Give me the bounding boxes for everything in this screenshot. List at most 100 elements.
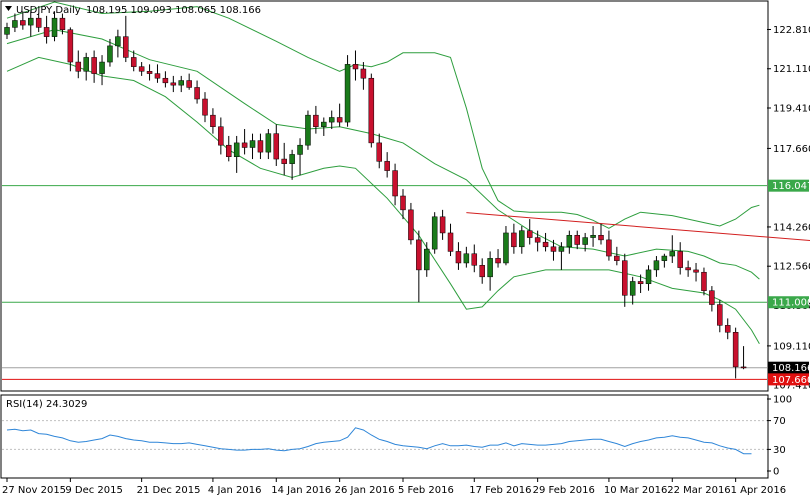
- candle-body: [637, 281, 644, 285]
- candle-body: [123, 36, 129, 58]
- candle: [138, 62, 145, 76]
- level-tag: 116.047: [768, 179, 810, 192]
- candle-body: [154, 73, 161, 79]
- candle-body: [582, 237, 588, 245]
- x-tick-label: 5 Feb 2016: [398, 485, 454, 496]
- candle: [685, 260, 691, 277]
- candle: [313, 105, 319, 134]
- bid-price-tag-text: 107.660: [772, 375, 810, 386]
- candle: [709, 286, 715, 312]
- candle: [352, 50, 359, 81]
- candle: [622, 253, 628, 307]
- candle-body: [67, 29, 74, 63]
- rsi-y-tick-label: 30: [773, 445, 786, 456]
- candle: [170, 75, 177, 93]
- candle: [59, 13, 66, 35]
- candle: [321, 117, 327, 136]
- candle: [479, 258, 485, 284]
- candle-body: [526, 230, 533, 238]
- rsi-panel-frame: [0, 394, 769, 479]
- candle: [289, 149, 295, 180]
- candle-body: [20, 20, 26, 26]
- candle: [740, 346, 747, 370]
- candle: [526, 219, 533, 245]
- candle-body: [487, 258, 493, 278]
- candle: [83, 52, 89, 81]
- candle: [99, 55, 105, 86]
- candle: [582, 232, 588, 252]
- candle: [614, 246, 620, 266]
- ohlc-values: 108.195 109.093 108.065 108.166: [86, 5, 261, 16]
- x-tick-label: 17 Feb 2016: [469, 485, 531, 496]
- candle: [233, 135, 240, 173]
- candle-body: [352, 64, 359, 70]
- candle-body: [463, 253, 470, 264]
- y-tick-label: 117.660: [773, 144, 810, 155]
- rsi-y-tick-label: 70: [773, 416, 786, 427]
- candle-body: [344, 64, 351, 123]
- triangle-down-icon[interactable]: [5, 6, 12, 11]
- candle: [384, 152, 390, 178]
- candle: [35, 13, 42, 33]
- candle-body: [661, 255, 668, 261]
- candle: [487, 251, 493, 291]
- candle: [328, 110, 335, 130]
- candle: [241, 129, 248, 155]
- x-tick-label: 22 Mar 2016: [667, 485, 730, 496]
- current-price-tag: 108.166: [768, 361, 810, 374]
- current-price-tag-text: 108.166: [772, 363, 810, 374]
- level-tag: 111.000: [768, 296, 810, 309]
- x-tick-label: 9 Dec 2015: [65, 485, 123, 496]
- candle: [43, 15, 50, 44]
- candle: [202, 92, 208, 123]
- y-tick-label: 107.410: [773, 381, 810, 392]
- candle: [226, 135, 232, 162]
- candle-body: [138, 66, 145, 72]
- candle-body: [558, 246, 565, 252]
- symbol-label: USDJPY,Daily: [16, 5, 81, 16]
- candle: [344, 55, 351, 127]
- date-x-axis: 27 Nov 2015 9 Dec 2015 21 Dec 2015 4 Jan 20…: [2, 478, 786, 496]
- candle: [471, 244, 478, 273]
- y-tick-label: 109.110: [773, 341, 810, 352]
- candle: [637, 274, 644, 293]
- candle: [75, 50, 82, 79]
- candle: [424, 242, 430, 277]
- candle-body: [614, 255, 620, 261]
- candle-body: [170, 82, 177, 86]
- y-tick-label: 121.110: [773, 64, 810, 75]
- candle-body: [740, 366, 747, 369]
- candle-body: [574, 235, 580, 245]
- candle: [154, 64, 161, 83]
- candle: [408, 202, 414, 245]
- level-tag-text: 116.047: [772, 181, 810, 192]
- candle-body: [368, 77, 375, 144]
- candle: [115, 29, 121, 58]
- candle: [28, 11, 34, 37]
- rsi-y-axis: 100 70 30 0: [767, 395, 792, 478]
- candle-body: [210, 114, 216, 127]
- candle: [598, 223, 604, 245]
- candle-body: [431, 216, 438, 250]
- candle: [732, 327, 739, 379]
- candle-body: [99, 61, 105, 74]
- candle-body: [629, 281, 636, 296]
- candle: [67, 27, 74, 72]
- trend-line[interactable]: [466, 212, 810, 243]
- candle-body: [28, 17, 34, 26]
- candle: [669, 235, 676, 263]
- level-tag-text: 111.000: [772, 298, 810, 309]
- candle-body: [550, 246, 557, 252]
- candle: [447, 223, 454, 257]
- candle-body: [677, 251, 683, 268]
- candle-body: [130, 57, 137, 67]
- candle-body: [146, 71, 153, 74]
- candle: [542, 232, 549, 252]
- candle: [130, 50, 137, 72]
- candle: [297, 138, 303, 176]
- candle: [265, 129, 272, 160]
- candle-body: [107, 45, 113, 63]
- candle: [360, 62, 367, 90]
- candle-body: [519, 230, 525, 248]
